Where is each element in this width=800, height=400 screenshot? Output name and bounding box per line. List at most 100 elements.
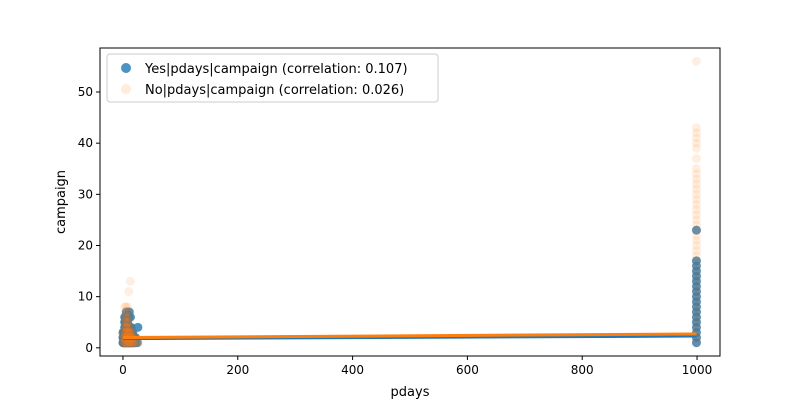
data-point: [691, 184, 701, 194]
data-point: [129, 338, 139, 348]
data-point: [124, 317, 134, 327]
data-point: [118, 338, 128, 348]
data-point: [691, 164, 701, 174]
data-point: [691, 194, 701, 204]
data-point: [691, 292, 701, 302]
data-point: [124, 327, 134, 337]
data-point: [125, 327, 135, 337]
fit-layer: [122, 332, 697, 341]
y-axis-label: campaign: [54, 170, 69, 234]
data-point: [120, 317, 130, 327]
y-tick-label: 0: [85, 341, 93, 355]
data-point: [122, 317, 132, 327]
data-point: [691, 281, 701, 291]
data-point: [691, 287, 701, 297]
data-point: [125, 338, 135, 348]
data-point: [691, 210, 701, 220]
data-point: [125, 276, 135, 286]
data-point: [691, 338, 701, 348]
data-point: [691, 271, 701, 281]
data-point: [120, 322, 130, 332]
data-point: [133, 322, 143, 332]
data-point: [123, 327, 133, 337]
data-point: [120, 322, 130, 332]
x-tick-label: 200: [226, 363, 249, 377]
data-point: [126, 327, 136, 337]
data-point: [691, 179, 701, 189]
data-point: [691, 215, 701, 225]
data-point: [125, 312, 135, 322]
y-tick-label: 10: [78, 290, 93, 304]
data-point: [691, 322, 701, 332]
data-point: [121, 302, 131, 312]
data-point: [121, 312, 131, 322]
data-point: [691, 297, 701, 307]
data-point: [691, 266, 701, 276]
x-axis-label: pdays: [391, 385, 430, 400]
data-point: [691, 230, 701, 240]
data-point: [118, 327, 128, 337]
data-point: [132, 338, 142, 348]
data-point: [121, 327, 131, 337]
data-point: [691, 256, 701, 266]
data-point: [691, 189, 701, 199]
data-point: [691, 240, 701, 250]
data-point: [124, 287, 134, 297]
data-point: [130, 338, 140, 348]
data-point: [691, 128, 701, 138]
x-tick-label: 400: [341, 363, 364, 377]
data-point: [691, 154, 701, 164]
data-point: [691, 56, 701, 66]
data-point: [133, 338, 143, 348]
data-point: [123, 317, 133, 327]
data-point: [121, 327, 131, 337]
data-point: [126, 338, 136, 348]
data-point: [691, 225, 701, 235]
data-point: [691, 174, 701, 184]
data-point: [128, 338, 138, 348]
data-point: [691, 225, 701, 235]
legend-marker-no: [121, 84, 131, 94]
data-point: [129, 327, 139, 337]
x-axis: 0 200 400 600 800 1000: [119, 356, 712, 377]
y-axis: 0 10 20 30 40 50: [78, 85, 100, 355]
data-point: [121, 312, 131, 322]
data-point: [120, 338, 130, 348]
data-point: [119, 338, 129, 348]
data-point: [125, 307, 135, 317]
data-point: [119, 338, 129, 348]
y-tick-label: 20: [78, 238, 93, 252]
data-point: [691, 312, 701, 322]
data-point: [121, 322, 131, 332]
data-point: [691, 261, 701, 271]
data-point: [122, 322, 132, 332]
legend-marker-yes: [121, 63, 131, 73]
fit-line-no: [122, 332, 697, 340]
x-tick-label: 800: [571, 363, 594, 377]
data-point: [691, 169, 701, 179]
data-point: [123, 327, 133, 337]
data-point: [129, 338, 139, 348]
data-point: [691, 143, 701, 153]
y-tick-label: 30: [78, 187, 93, 201]
data-point: [121, 317, 131, 327]
data-point: [120, 327, 130, 337]
data-point: [124, 312, 134, 322]
data-point: [132, 338, 142, 348]
data-point: [691, 256, 701, 266]
legend-label-yes: Yes|pdays|campaign (correlation: 0.107): [144, 62, 408, 77]
data-point: [123, 302, 133, 312]
legend-box: [106, 53, 439, 103]
data-point: [120, 307, 130, 317]
data-point: [691, 235, 701, 245]
legend: Yes|pdays|campaign (correlation: 0.107) …: [106, 53, 439, 103]
data-point: [120, 327, 130, 337]
data-point: [125, 327, 135, 337]
x-tick-label: 1000: [682, 363, 713, 377]
plot-frame: [99, 47, 721, 357]
data-point: [691, 317, 701, 327]
data-point: [121, 338, 131, 348]
data-point: [691, 205, 701, 215]
data-point: [120, 317, 130, 327]
data-point: [121, 307, 131, 317]
